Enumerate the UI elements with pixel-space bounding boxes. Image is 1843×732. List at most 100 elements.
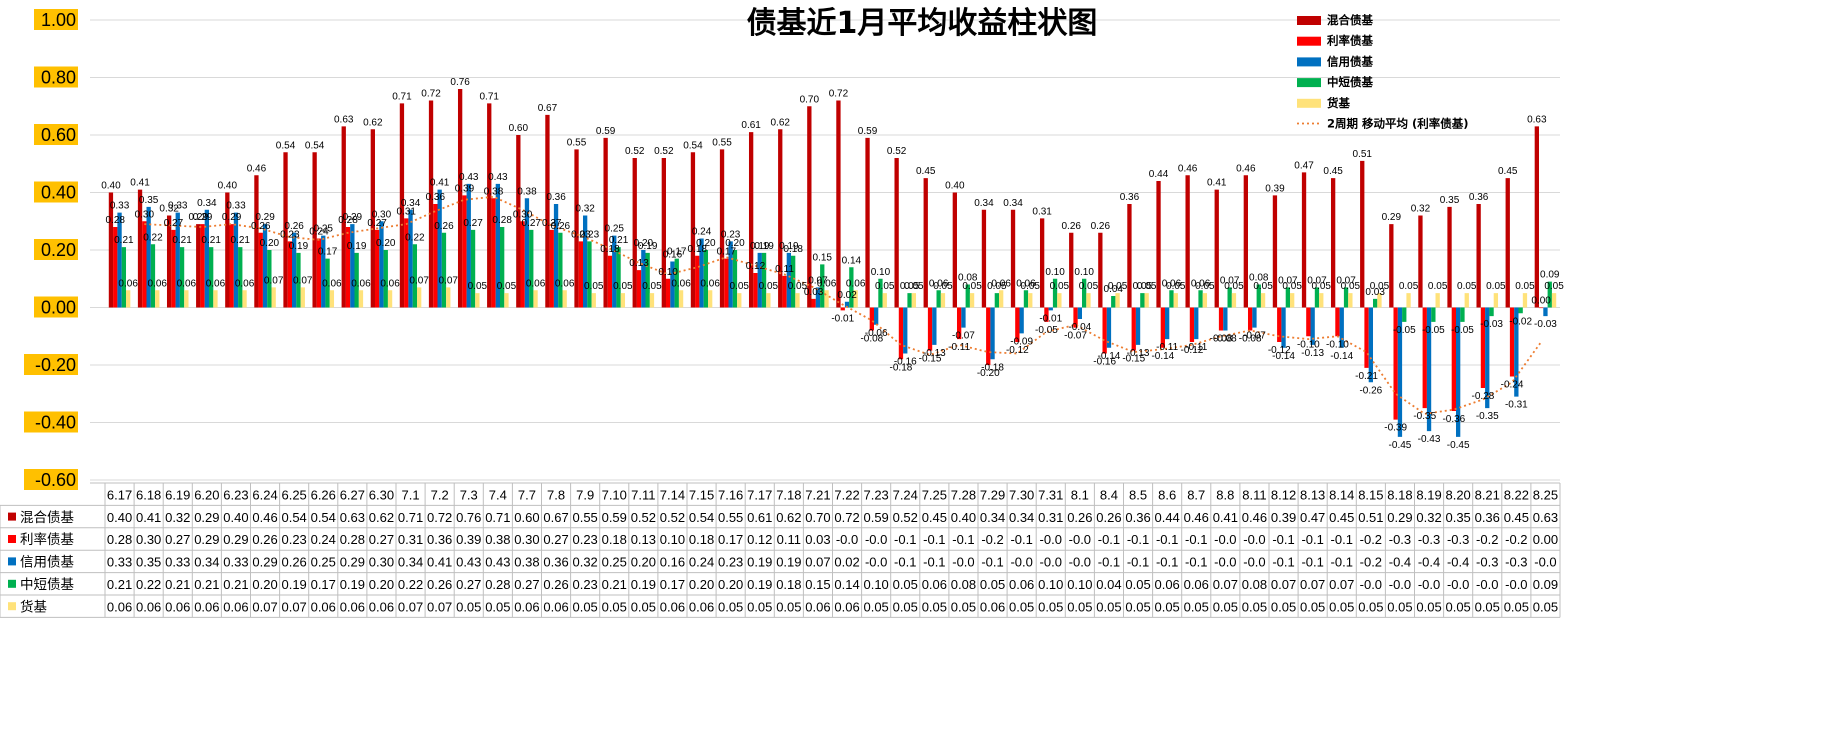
data-label: 0.31 — [397, 206, 417, 217]
data-label: 0.06 — [118, 278, 138, 289]
data-label: 0.19 — [779, 241, 799, 252]
bar — [1522, 293, 1528, 308]
table-cell: 0.06 — [543, 599, 568, 614]
data-label: -0.21 — [1355, 371, 1378, 382]
data-label: 0.20 — [634, 238, 654, 249]
table-cell: 0.34 — [1009, 510, 1034, 525]
data-label: 0.05 — [642, 281, 662, 292]
data-label: 0.18 — [600, 244, 620, 255]
table-cell: 0.38 — [485, 532, 510, 547]
data-label: 0.05 — [1370, 281, 1390, 292]
data-label: 0.47 — [1294, 160, 1314, 171]
bar — [1360, 160, 1365, 308]
data-label: 0.20 — [725, 238, 745, 249]
data-label: 0.24 — [309, 227, 329, 238]
bar — [1339, 307, 1344, 348]
bar — [1028, 293, 1033, 308]
table-cell: 0.17 — [660, 577, 685, 592]
table-cell: 0.52 — [893, 510, 918, 525]
table-cell: 0.33 — [223, 555, 248, 570]
data-label: 0.63 — [334, 114, 354, 125]
x-tick-label: 8.6 — [1158, 487, 1176, 502]
data-label: -0.05 — [1393, 325, 1416, 336]
data-label: -0.09 — [1010, 336, 1033, 347]
bar — [1144, 293, 1149, 308]
data-label: 0.06 — [1162, 278, 1182, 289]
data-label: 0.28 — [492, 215, 512, 226]
table-cell: 0.63 — [1533, 510, 1558, 525]
bar — [778, 129, 783, 308]
table-cell: 0.43 — [456, 555, 481, 570]
data-label: -0.07 — [1243, 331, 1266, 342]
table-cell: 0.27 — [514, 577, 539, 592]
data-label: 0.36 — [1469, 192, 1489, 203]
table-cell: -0.4 — [1418, 555, 1440, 570]
bar — [1426, 307, 1432, 432]
x-tick-label: 8.1 — [1071, 487, 1089, 502]
data-label: 0.41 — [130, 178, 150, 189]
table-cell: 0.06 — [223, 599, 248, 614]
data-label: 0.05 — [1312, 281, 1332, 292]
y-tick-label: -0.60 — [35, 470, 76, 490]
y-tick-highlight — [34, 124, 78, 145]
bar — [1422, 307, 1427, 409]
legend-swatch — [1297, 98, 1321, 108]
table-cell: 0.21 — [223, 577, 248, 592]
bar — [824, 290, 829, 308]
bar — [703, 250, 709, 308]
bar — [1015, 307, 1020, 342]
data-label: 0.44 — [1149, 169, 1169, 180]
table-cell: -0.2 — [1476, 532, 1498, 547]
data-label: 0.09 — [1540, 270, 1560, 281]
data-label: 0.00 — [1531, 296, 1551, 307]
bar — [504, 293, 509, 308]
data-label: 0.05 — [584, 281, 604, 292]
bar — [325, 258, 330, 308]
table-cell: -0.0 — [1476, 577, 1498, 592]
bar — [291, 232, 297, 308]
x-tick-label: 7.17 — [747, 487, 772, 502]
bar — [179, 247, 185, 308]
bar — [1397, 307, 1403, 437]
data-label: -0.12 — [1268, 345, 1291, 356]
table-cell: 0.13 — [631, 532, 656, 547]
bar — [387, 290, 393, 308]
x-tick-label: 7.29 — [980, 487, 1005, 502]
table-cell: 0.05 — [1445, 599, 1470, 614]
bar — [1231, 293, 1237, 308]
bar — [350, 224, 355, 308]
data-label: 0.06 — [235, 278, 255, 289]
data-label: 0.52 — [654, 146, 674, 157]
bar — [516, 135, 521, 308]
data-label: -0.45 — [1389, 440, 1412, 451]
legend-swatch — [1297, 57, 1321, 67]
data-label: 0.71 — [392, 91, 412, 102]
table-cell: 0.05 — [863, 599, 888, 614]
table-cell: 0.35 — [1445, 510, 1470, 525]
y-tick-highlight — [24, 354, 78, 375]
data-label: 0.36 — [426, 192, 446, 203]
bar — [670, 261, 675, 308]
data-label: 0.06 — [206, 278, 226, 289]
data-label: 0.52 — [887, 146, 907, 157]
bar — [287, 241, 292, 308]
data-label: 0.55 — [712, 137, 732, 148]
bar — [1272, 195, 1278, 308]
data-label: 0.20 — [376, 238, 396, 249]
table-cell: 0.27 — [456, 577, 481, 592]
bar — [1082, 278, 1087, 308]
data-label: 0.45 — [1498, 166, 1518, 177]
data-label: 0.39 — [455, 183, 475, 194]
table-cell: 0.36 — [427, 532, 452, 547]
table-cell: -0.2 — [1360, 532, 1382, 547]
bar — [155, 290, 160, 308]
table-cell: 0.06 — [660, 599, 685, 614]
data-label: 0.12 — [746, 261, 766, 272]
data-label: 0.29 — [189, 212, 209, 223]
bar — [1086, 293, 1091, 308]
data-label: -0.11 — [1156, 342, 1178, 353]
table-cell: 0.08 — [1242, 577, 1267, 592]
bar — [370, 129, 375, 308]
data-label: 0.62 — [363, 117, 383, 128]
bar — [1455, 307, 1461, 437]
